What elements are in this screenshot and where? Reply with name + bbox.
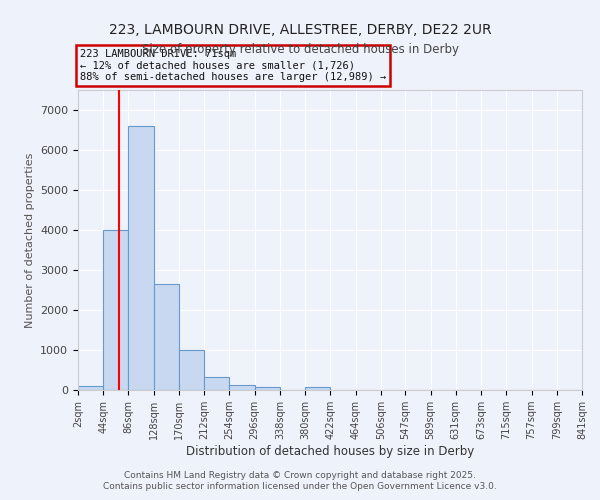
Text: 223 LAMBOURN DRIVE: 71sqm
← 12% of detached houses are smaller (1,726)
88% of se: 223 LAMBOURN DRIVE: 71sqm ← 12% of detac… bbox=[80, 49, 386, 82]
Bar bbox=[128, 126, 154, 390]
Y-axis label: Number of detached properties: Number of detached properties bbox=[25, 152, 35, 328]
Text: Contains HM Land Registry data © Crown copyright and database right 2025.: Contains HM Land Registry data © Crown c… bbox=[124, 470, 476, 480]
Bar bbox=[154, 284, 179, 390]
Text: 223, LAMBOURN DRIVE, ALLESTREE, DERBY, DE22 2UR: 223, LAMBOURN DRIVE, ALLESTREE, DERBY, D… bbox=[109, 22, 491, 36]
Bar bbox=[229, 385, 254, 390]
Bar bbox=[305, 387, 331, 390]
Bar bbox=[78, 386, 103, 390]
Bar bbox=[204, 377, 229, 390]
Bar bbox=[103, 230, 128, 390]
Text: Contains public sector information licensed under the Open Government Licence v3: Contains public sector information licen… bbox=[103, 482, 497, 491]
Bar bbox=[179, 350, 204, 390]
Text: Size of property relative to detached houses in Derby: Size of property relative to detached ho… bbox=[142, 42, 458, 56]
Bar bbox=[254, 387, 280, 390]
X-axis label: Distribution of detached houses by size in Derby: Distribution of detached houses by size … bbox=[186, 445, 474, 458]
